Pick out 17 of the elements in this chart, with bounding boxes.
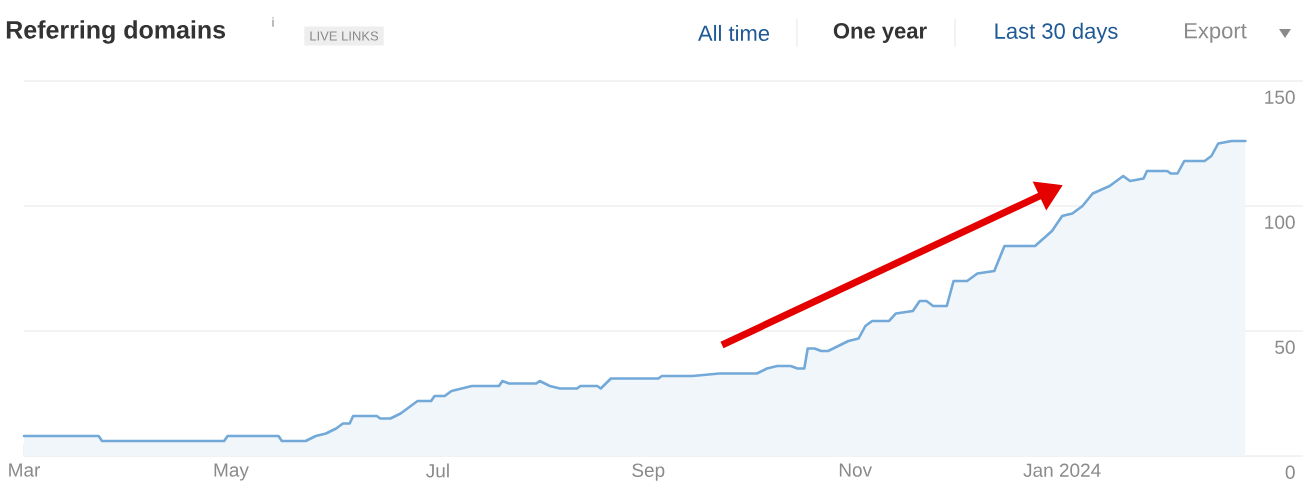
x-tick-label: Nov [839,463,873,477]
text: All time [698,24,770,42]
x-tick-label: Sep [632,463,665,481]
text: LIVE LINKS [310,31,379,41]
y-tick-label: 0 [1285,465,1295,479]
x-tick-label: Jan 2024 [1023,463,1101,477]
y-tick-label: 50 [1275,340,1295,354]
y-tick-label: 100 [1265,215,1295,229]
text: Last 30 days [995,22,1118,44]
x-tick-label: Jul [426,463,449,478]
chart-title: Referring domains [6,20,226,44]
text: One year [833,23,927,43]
text: i [272,17,274,27]
x-tick-label: Mar [9,463,41,477]
text: Export [1185,23,1247,43]
y-tick-label: 150 [1265,90,1295,104]
x-tick-label: May [214,463,249,481]
